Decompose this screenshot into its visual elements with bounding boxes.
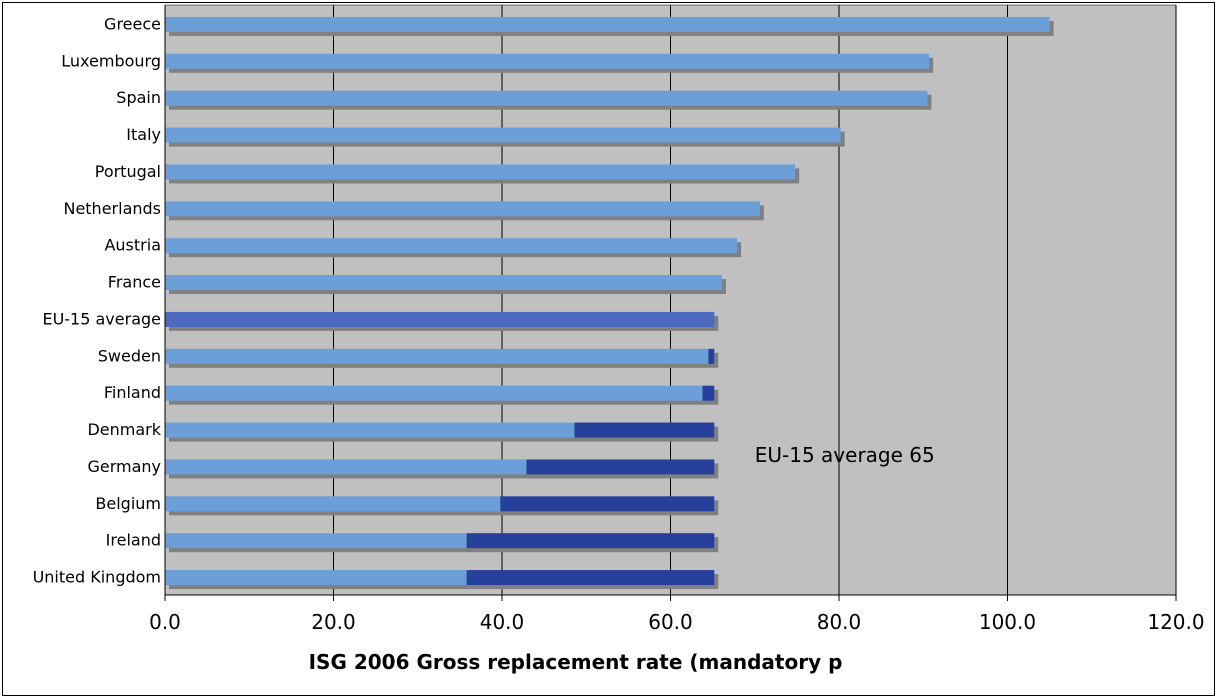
category-label: Austria xyxy=(104,236,161,255)
bar-segment xyxy=(165,238,738,254)
bar-segment xyxy=(526,459,715,475)
bar-segment xyxy=(165,570,467,586)
bar-segment xyxy=(165,348,709,364)
x-tick-labels: 0.0 20.0 40.0 60.0 80.0 100.0 120.0 xyxy=(149,610,1205,634)
x-tick-label: 100.0 xyxy=(979,610,1036,634)
category-label: Netherlands xyxy=(63,199,161,218)
bar-segment xyxy=(165,16,1050,32)
x-tick-label: 20.0 xyxy=(311,610,356,634)
category-label: Denmark xyxy=(87,420,161,439)
bar-segment xyxy=(165,385,703,401)
category-label: Ireland xyxy=(106,531,161,550)
x-tick-label: 40.0 xyxy=(480,610,525,634)
bars xyxy=(165,16,1050,586)
bar-segment xyxy=(165,90,928,106)
bar-segment xyxy=(702,385,715,401)
bar-segment xyxy=(165,311,715,327)
x-axis-label: ISG 2006 Gross replacement rate (mandato… xyxy=(309,650,843,674)
bar-segment xyxy=(165,127,841,143)
category-label: Finland xyxy=(104,383,161,402)
bar-segment xyxy=(466,570,715,586)
category-label: EU-15 average xyxy=(42,309,161,328)
x-tick-label: 80.0 xyxy=(817,610,862,634)
annotation-eu15-average: EU-15 average 65 xyxy=(755,443,935,467)
category-label: United Kingdom xyxy=(33,568,161,587)
bar-segment xyxy=(165,422,575,438)
bar-segment xyxy=(165,533,467,549)
bar-chart: Greece Luxembourg Spain Italy Portugal Nether… xyxy=(33,4,1205,674)
category-label: Spain xyxy=(116,88,161,107)
bar-segment xyxy=(165,53,930,69)
bar-segment xyxy=(708,348,715,364)
bar-segment xyxy=(500,496,715,512)
x-tick-label: 120.0 xyxy=(1147,610,1204,634)
category-label: Belgium xyxy=(95,494,161,513)
axes xyxy=(164,4,1177,601)
bar-segment xyxy=(466,533,715,549)
category-label: Luxembourg xyxy=(61,51,161,70)
category-label: Portugal xyxy=(95,162,161,181)
category-labels: Greece Luxembourg Spain Italy Portugal Nether… xyxy=(33,14,162,586)
category-label: France xyxy=(108,273,161,292)
bar-segment xyxy=(165,164,796,180)
bar-segment xyxy=(165,496,501,512)
x-tick-label: 60.0 xyxy=(648,610,693,634)
bar-segment xyxy=(165,275,722,291)
category-label: Sweden xyxy=(98,346,161,365)
category-label: Italy xyxy=(126,125,161,144)
bar-segment xyxy=(165,201,760,217)
category-label: Greece xyxy=(104,14,161,33)
bar-segment xyxy=(574,422,715,438)
bar-segment xyxy=(165,459,527,475)
category-label: Germany xyxy=(87,457,161,476)
x-tick-label: 0.0 xyxy=(149,610,181,634)
